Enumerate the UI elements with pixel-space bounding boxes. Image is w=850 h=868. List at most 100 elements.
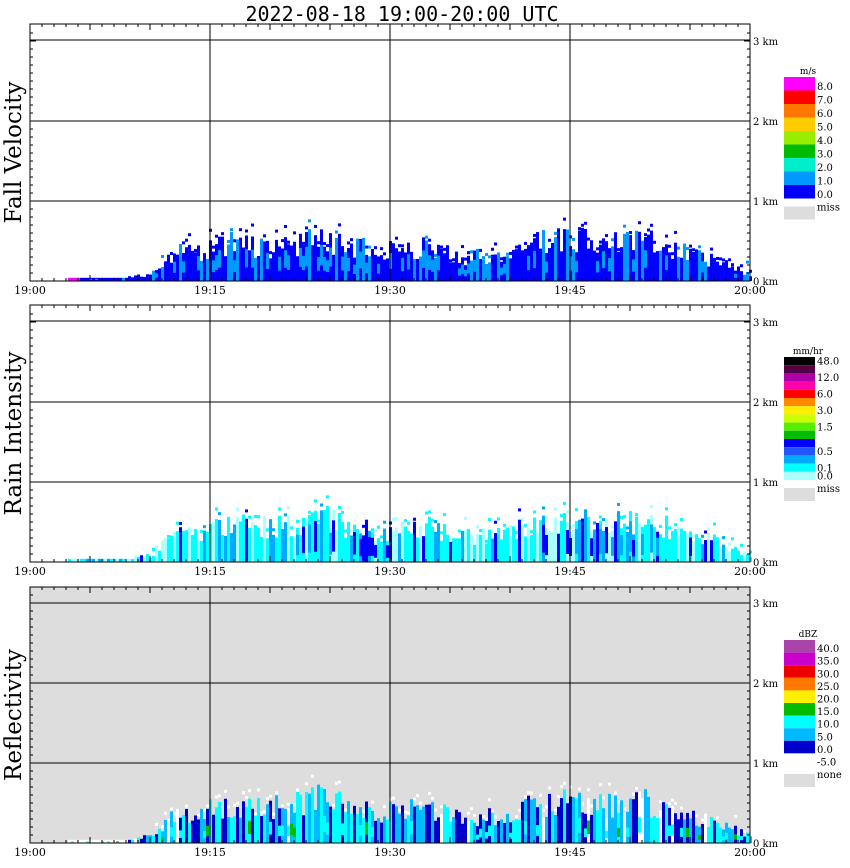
echo-column bbox=[551, 242, 554, 281]
legend-label: 12.0 bbox=[817, 373, 839, 384]
x-tick-label: 19:30 bbox=[374, 284, 406, 297]
legend-swatch bbox=[784, 389, 815, 398]
echo-column bbox=[491, 538, 494, 562]
echo-column bbox=[722, 544, 725, 562]
echo-speckle bbox=[734, 815, 737, 819]
echo-speckle bbox=[605, 234, 608, 238]
echo-speckle bbox=[554, 231, 557, 235]
echo-column bbox=[269, 519, 272, 562]
echo-speckle bbox=[404, 810, 407, 814]
echo-column bbox=[725, 260, 728, 281]
echo-column bbox=[551, 811, 554, 843]
y-tick-label: 1 km bbox=[753, 197, 779, 208]
echo-column bbox=[563, 789, 566, 843]
echo-speckle bbox=[305, 226, 308, 230]
echo-core bbox=[605, 830, 608, 839]
echo-column bbox=[404, 252, 407, 281]
echo-column bbox=[134, 555, 137, 562]
echo-column bbox=[308, 229, 311, 281]
echo-speckle bbox=[674, 801, 677, 805]
echo-column bbox=[293, 812, 296, 843]
echo-speckle bbox=[530, 791, 533, 795]
echo-column bbox=[194, 252, 197, 281]
echo-column bbox=[380, 541, 383, 562]
echo-column bbox=[383, 259, 386, 281]
legend-label: 35.0 bbox=[817, 657, 839, 668]
echo-column bbox=[347, 521, 350, 562]
echo-column bbox=[629, 235, 632, 281]
legend-swatch bbox=[784, 677, 815, 691]
echo-column bbox=[677, 819, 680, 843]
echo-core bbox=[545, 534, 548, 556]
echo-column bbox=[506, 813, 509, 843]
echo-speckle bbox=[215, 795, 218, 799]
echo-core bbox=[344, 260, 347, 273]
echo-column bbox=[260, 537, 263, 562]
echo-column bbox=[197, 819, 200, 843]
echo-column bbox=[83, 839, 86, 843]
echo-core bbox=[305, 246, 308, 267]
echo-speckle bbox=[614, 791, 617, 795]
echo-column bbox=[164, 261, 167, 281]
echo-core bbox=[536, 825, 539, 836]
echo-column bbox=[467, 820, 470, 843]
echo-core bbox=[353, 532, 356, 555]
echo-speckle bbox=[326, 244, 329, 248]
echo-speckle bbox=[719, 257, 722, 261]
x-tick-label: 20:00 bbox=[734, 846, 766, 859]
echo-column bbox=[539, 248, 542, 281]
echo-column bbox=[167, 254, 170, 281]
echo-column bbox=[578, 519, 581, 562]
echo-column bbox=[341, 522, 344, 562]
echo-core bbox=[734, 273, 737, 278]
echo-speckle bbox=[695, 814, 698, 818]
echo-speckle bbox=[503, 523, 506, 527]
echo-speckle bbox=[686, 247, 689, 251]
echo-column bbox=[272, 819, 275, 843]
echo-column bbox=[431, 526, 434, 562]
echo-speckle bbox=[644, 233, 647, 237]
echo-speckle bbox=[680, 517, 683, 521]
echo-speckle bbox=[401, 244, 404, 248]
echo-column bbox=[182, 814, 185, 843]
echo-core bbox=[320, 244, 323, 266]
echo-column bbox=[269, 800, 272, 843]
legend-swatch bbox=[784, 690, 815, 703]
echo-column bbox=[482, 259, 485, 281]
echo-core bbox=[590, 538, 593, 557]
legend-swatch bbox=[784, 77, 815, 91]
echo-core bbox=[200, 266, 203, 275]
minor-ticks bbox=[30, 587, 750, 844]
echo-speckle bbox=[665, 507, 668, 511]
echo-speckle bbox=[290, 526, 293, 530]
echo-column bbox=[176, 531, 179, 562]
echo-column bbox=[443, 804, 446, 843]
echo-column bbox=[407, 530, 410, 562]
echo-speckle bbox=[308, 510, 311, 514]
echo-column bbox=[152, 835, 155, 843]
legend-swatch bbox=[784, 439, 815, 448]
echo-speckle bbox=[671, 252, 674, 256]
echo-speckle bbox=[617, 248, 620, 252]
echo-speckle bbox=[623, 807, 626, 811]
echo-column bbox=[206, 258, 209, 281]
echo-core bbox=[332, 520, 335, 552]
echo-column bbox=[728, 551, 731, 562]
echo-core bbox=[584, 828, 587, 838]
echo-column bbox=[185, 809, 188, 843]
echo-column bbox=[98, 558, 101, 562]
echo-column bbox=[503, 822, 506, 843]
echo-speckle bbox=[443, 513, 446, 517]
echo-column bbox=[686, 532, 689, 562]
echo-column bbox=[683, 243, 686, 281]
legend-label: 6.0 bbox=[817, 109, 833, 120]
echo-speckle bbox=[431, 796, 434, 800]
echo-column bbox=[701, 824, 704, 843]
echo-core bbox=[302, 255, 305, 271]
echo-speckle bbox=[584, 221, 587, 225]
echo-column bbox=[242, 801, 245, 843]
echo-column bbox=[395, 806, 398, 843]
echo-column bbox=[224, 256, 227, 281]
panel-label: Reflectivity bbox=[1, 649, 27, 781]
echo-column bbox=[719, 265, 722, 281]
